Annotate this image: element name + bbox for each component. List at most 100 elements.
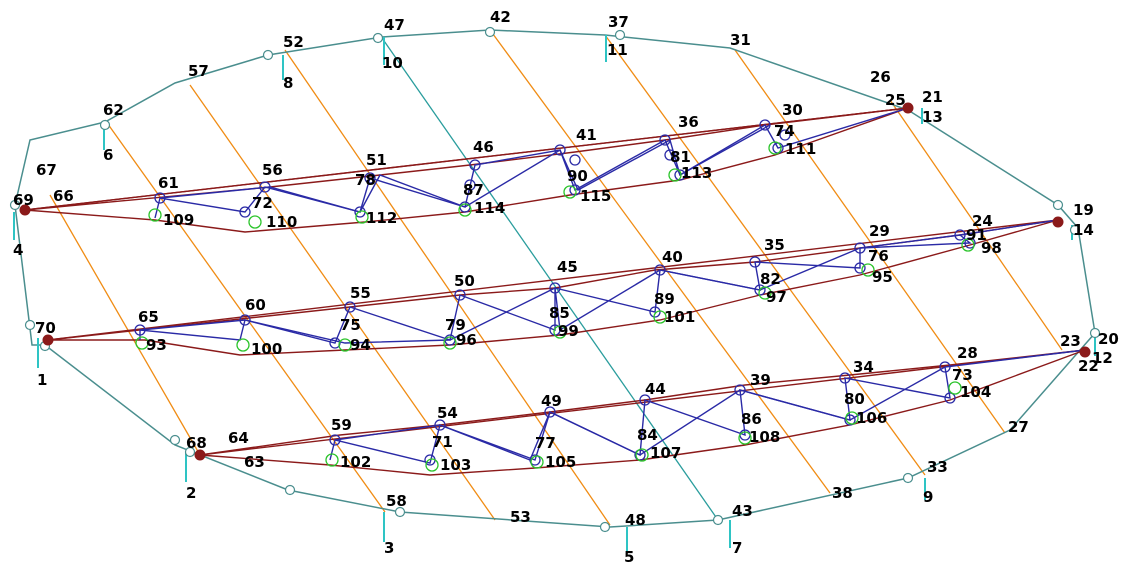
green-node <box>668 168 682 182</box>
green-node <box>325 453 339 467</box>
green-node <box>458 203 472 217</box>
green-node <box>861 263 875 277</box>
web-node <box>944 392 956 404</box>
outline-node <box>712 514 724 526</box>
web-node <box>674 169 686 181</box>
node-label: 33 <box>927 458 948 476</box>
web-node <box>639 394 651 406</box>
node-label: 115 <box>580 187 611 205</box>
green-node <box>135 336 149 350</box>
node-label: 9 <box>923 488 933 506</box>
outline-node <box>599 521 611 533</box>
node-label: 34 <box>853 358 874 376</box>
node-label: 94 <box>350 336 371 354</box>
node-label: 72 <box>252 194 273 212</box>
node-label: 59 <box>331 416 352 434</box>
node-label: 62 <box>103 101 124 119</box>
node-label: 4 <box>13 241 23 259</box>
node-label: 24 <box>972 212 993 230</box>
green-node <box>553 325 567 339</box>
outline-node <box>284 484 296 496</box>
web-node <box>344 301 356 313</box>
node-label: 26 <box>870 68 891 86</box>
node-label: 42 <box>490 8 511 26</box>
node-label: 7 <box>732 539 742 557</box>
node-label: 12 <box>1092 349 1113 367</box>
node-label: 77 <box>535 434 556 452</box>
web-node <box>364 172 376 184</box>
node-label: 53 <box>510 508 531 526</box>
node-label: 89 <box>654 290 675 308</box>
web-node <box>664 149 676 161</box>
web-node <box>434 419 446 431</box>
web-node <box>854 262 866 274</box>
node-label: 102 <box>340 453 371 471</box>
orange-line <box>189 84 496 521</box>
node-label: 56 <box>262 161 283 179</box>
node-label: 75 <box>340 316 361 334</box>
web-node <box>134 324 146 336</box>
node-label: 80 <box>844 390 865 408</box>
node-label: 29 <box>869 222 890 240</box>
node-label: 49 <box>541 392 562 410</box>
anchor-point <box>1079 346 1091 358</box>
green-node <box>961 238 975 252</box>
green-node <box>653 310 667 324</box>
web-node <box>239 206 251 218</box>
node-label: 82 <box>760 270 781 288</box>
web-node <box>469 159 481 171</box>
node-label: 50 <box>454 272 475 290</box>
node-label: 104 <box>960 383 991 401</box>
node-label: 81 <box>670 148 691 166</box>
outline-node <box>394 506 406 518</box>
support-ticks <box>13 35 1096 552</box>
node-label: 73 <box>952 366 973 384</box>
node-label: 86 <box>741 410 762 428</box>
node-label: 85 <box>549 304 570 322</box>
node-label: 66 <box>53 187 74 205</box>
node-label: 3 <box>384 539 394 557</box>
node-label: 10 <box>382 54 403 72</box>
node-label: 76 <box>868 247 889 265</box>
node-label: 27 <box>1008 418 1029 436</box>
node-label: 35 <box>764 236 785 254</box>
node-label: 31 <box>730 31 751 49</box>
node-label: 1 <box>37 371 47 389</box>
node-label: 20 <box>1098 330 1119 348</box>
node-label: 45 <box>557 258 578 276</box>
green-node <box>845 411 859 425</box>
node-label: 52 <box>283 33 304 51</box>
outline-node <box>484 26 496 38</box>
node-label: 23 <box>1060 332 1081 350</box>
green-node <box>738 431 752 445</box>
outline-node <box>1052 199 1064 211</box>
web-line <box>329 349 1086 464</box>
green-node <box>425 458 439 472</box>
node-label: 109 <box>163 211 194 229</box>
node-label: 63 <box>244 453 265 471</box>
web-node <box>734 384 746 396</box>
node-label: 25 <box>885 91 906 109</box>
web-line <box>139 219 1059 344</box>
web-node <box>464 179 476 191</box>
web-node <box>839 372 851 384</box>
green-node <box>248 215 262 229</box>
outline-node <box>1069 224 1081 236</box>
web-line <box>139 234 961 344</box>
web-node <box>749 256 761 268</box>
outline-node <box>902 472 914 484</box>
node-label: 97 <box>766 288 787 306</box>
node-label: 69 <box>13 191 34 209</box>
outline-node <box>9 199 21 211</box>
node-label: 47 <box>384 16 405 34</box>
outline-node <box>1089 327 1101 339</box>
node-label: 43 <box>732 502 753 520</box>
truss-middle-webs <box>139 219 1059 344</box>
web-node <box>454 289 466 301</box>
node-label: 95 <box>872 268 893 286</box>
orange-line <box>734 49 1006 434</box>
node-label: 39 <box>750 371 771 389</box>
web-node <box>654 264 666 276</box>
node-label: 65 <box>138 308 159 326</box>
